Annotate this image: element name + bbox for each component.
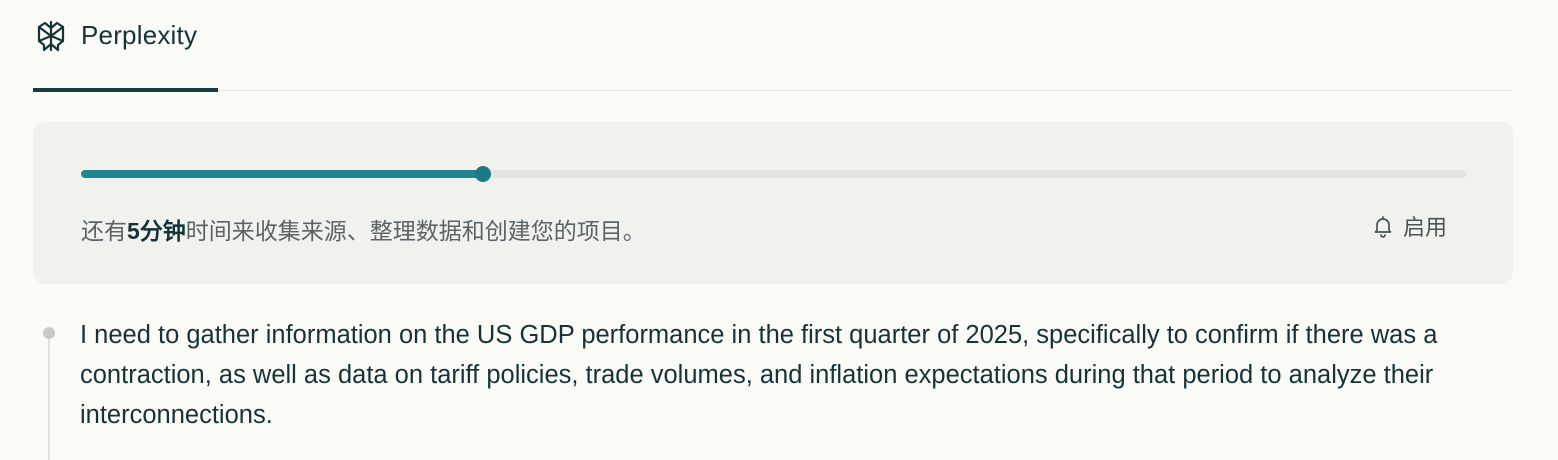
enable-label: 启用 [1402,215,1447,240]
tab-bar: Perplexity [33,0,1513,92]
timeline-line [48,332,50,460]
perplexity-logo-icon [37,20,65,52]
bell-icon [1374,216,1392,238]
progress-bar [81,166,1466,182]
progress-fill [81,170,483,178]
enable-notifications-button[interactable]: 启用 [1371,212,1447,240]
tab-label: Perplexity [81,20,198,50]
status-time: 5分钟 [127,218,186,244]
active-tab-indicator [33,88,218,92]
progress-status-text: 还有5分钟时间来收集来源、整理数据和创建您的项目。 [81,212,646,246]
status-prefix: 还有 [81,218,127,244]
status-suffix: 时间来收集来源、整理数据和创建您的项目。 [185,218,646,244]
timeline-dot [43,327,55,339]
progress-knob [474,166,491,182]
research-step-text: I need to gather information on the US G… [80,321,1438,429]
progress-card: 还有5分钟时间来收集来源、整理数据和创建您的项目。 启用 [33,122,1513,284]
tab-perplexity[interactable]: Perplexity [33,0,218,92]
